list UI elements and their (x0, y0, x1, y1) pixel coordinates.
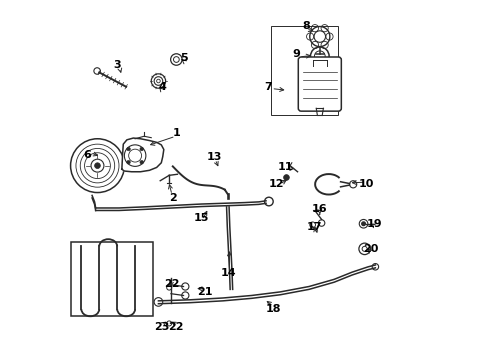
Text: 17: 17 (306, 222, 322, 232)
Text: 8: 8 (302, 21, 309, 31)
Text: 15: 15 (193, 213, 209, 222)
Bar (271, 26, 337, 116)
Text: 10: 10 (358, 179, 373, 189)
Text: 12: 12 (268, 179, 284, 189)
FancyBboxPatch shape (298, 57, 341, 111)
Text: 13: 13 (206, 152, 221, 162)
Circle shape (126, 147, 130, 151)
Text: 21: 21 (197, 287, 212, 297)
Circle shape (283, 175, 289, 180)
Text: 22: 22 (167, 322, 183, 332)
Text: 9: 9 (292, 49, 300, 59)
Polygon shape (122, 138, 163, 172)
Circle shape (140, 161, 143, 164)
Text: 3: 3 (113, 60, 121, 70)
Text: 20: 20 (362, 244, 378, 254)
Circle shape (94, 163, 100, 168)
Bar (70, 242, 153, 316)
Text: 7: 7 (264, 82, 271, 92)
Text: 23: 23 (154, 322, 169, 332)
Text: 18: 18 (265, 304, 281, 314)
Text: 16: 16 (311, 204, 327, 214)
Circle shape (94, 68, 100, 74)
Text: 6: 6 (82, 150, 90, 160)
Circle shape (140, 147, 143, 151)
Text: 1: 1 (172, 129, 180, 138)
Text: 11: 11 (277, 162, 293, 172)
Circle shape (361, 222, 365, 226)
Text: 22: 22 (164, 279, 180, 289)
Text: 14: 14 (220, 268, 236, 278)
Text: 2: 2 (168, 193, 176, 203)
Circle shape (126, 161, 130, 164)
Text: 19: 19 (366, 219, 381, 229)
Text: 5: 5 (180, 53, 187, 63)
Text: 4: 4 (158, 82, 165, 92)
